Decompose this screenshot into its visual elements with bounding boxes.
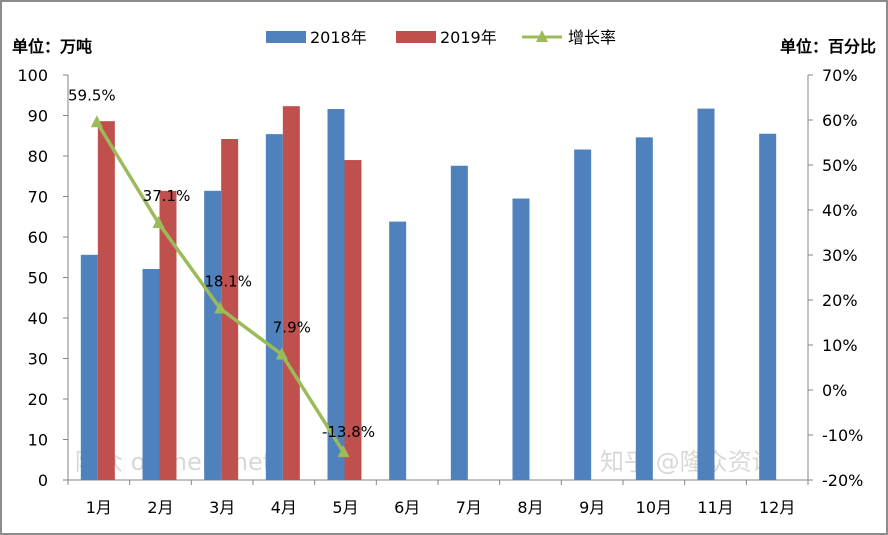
bar-2018年-7月	[450, 165, 468, 480]
bar-2018年-5月	[327, 109, 345, 481]
y2-tick-label: 60%	[822, 111, 858, 130]
y2-tick-label: 0%	[822, 381, 847, 400]
x-tick-label: 5月	[332, 498, 358, 517]
x-tick-label: 9月	[579, 498, 605, 517]
y-tick-label: 60	[28, 228, 48, 247]
x-tick-label: 1月	[86, 498, 112, 517]
bar-2019年-1月	[97, 121, 115, 481]
y2-tick-label: 10%	[822, 336, 858, 355]
legend-marker-growth	[536, 30, 548, 42]
bar-2018年-12月	[759, 133, 777, 480]
growth-marker	[337, 445, 350, 458]
growth-data-label: -13.8%	[322, 423, 375, 441]
growth-data-label: 7.9%	[273, 318, 311, 336]
y-tick-label: 50	[28, 269, 48, 288]
y-tick-label: 0	[38, 471, 48, 490]
bar-2019年-4月	[282, 106, 300, 480]
growth-marker	[214, 301, 227, 314]
x-tick-label: 11月	[697, 498, 733, 517]
y-tick-label: 70	[28, 188, 48, 207]
bar-2019年-5月	[344, 160, 362, 481]
y-tick-label: 80	[28, 147, 48, 166]
bar-2018年-4月	[265, 134, 283, 480]
x-tick-label: 6月	[394, 498, 420, 517]
legend-label-growth: 增长率	[568, 28, 616, 47]
bar-2018年-11月	[697, 108, 715, 481]
x-tick-label: 12月	[759, 498, 795, 517]
y2-tick-label: 40%	[822, 201, 858, 220]
y2-tick-label: 30%	[822, 246, 858, 265]
y-tick-label: 90	[28, 107, 48, 126]
legend-label-2019: 2019年	[440, 28, 497, 47]
bar-2018年-9月	[574, 149, 592, 480]
watermark-right: 知乎 @隆众资讯	[600, 448, 776, 476]
x-tick-label: 3月	[209, 498, 235, 517]
bar-2018年-10月	[635, 137, 653, 480]
x-tick-label: 7月	[456, 498, 482, 517]
y-tick-label: 100	[17, 66, 48, 85]
bar-2019年-3月	[221, 138, 239, 481]
growth-data-label: 59.5%	[68, 86, 116, 104]
y2-tick-label: -20%	[822, 471, 863, 490]
y-tick-label: 40	[28, 309, 48, 328]
bar-2018年-1月	[80, 254, 98, 480]
right-unit-label: 单位：百分比	[780, 37, 876, 56]
x-tick-label: 10月	[636, 498, 672, 517]
legend-swatch-2018	[266, 31, 306, 43]
growth-marker	[275, 347, 288, 360]
x-tick-label: 8月	[517, 498, 543, 517]
growth-data-label: 37.1%	[143, 187, 191, 205]
x-tick-label: 4月	[271, 498, 297, 517]
y-tick-label: 20	[28, 390, 48, 409]
growth-marker	[90, 115, 103, 128]
y-tick-label: 30	[28, 350, 48, 369]
legend: 2018年 2019年 增长率	[266, 28, 616, 47]
left-unit-label: 单位：万吨	[12, 37, 92, 56]
bar-2018年-6月	[389, 221, 407, 481]
growth-marker	[152, 216, 165, 229]
bar-2018年-3月	[204, 190, 222, 480]
y2-tick-label: -10%	[822, 426, 863, 445]
y2-tick-label: 70%	[822, 66, 858, 85]
growth-data-label: 18.1%	[204, 273, 252, 291]
watermarks: 知乎 @隆众资讯 隆众 oilchem.net	[75, 448, 776, 476]
x-tick-label: 2月	[147, 498, 173, 517]
bar-2018年-8月	[512, 198, 530, 480]
legend-label-2018: 2018年	[310, 28, 367, 47]
bar-2018年-2月	[142, 268, 160, 480]
legend-swatch-2019	[396, 31, 436, 43]
bar-2019年-2月	[159, 190, 177, 480]
y-tick-label: 10	[28, 431, 48, 450]
y2-tick-label: 50%	[822, 156, 858, 175]
y2-tick-label: 20%	[822, 291, 858, 310]
